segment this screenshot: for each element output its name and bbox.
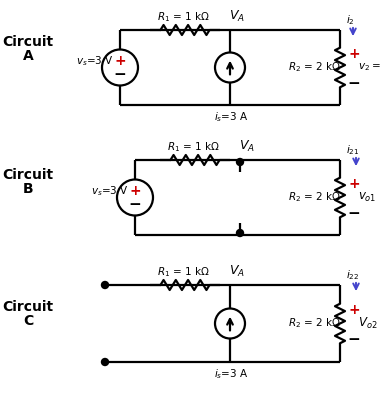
Text: $i_s$=3 A: $i_s$=3 A — [214, 110, 248, 124]
Text: $i_{22}$: $i_{22}$ — [346, 268, 359, 282]
Text: +: + — [348, 176, 360, 190]
Text: B: B — [23, 182, 33, 196]
Text: $R_1$ = 1 k$\Omega$: $R_1$ = 1 k$\Omega$ — [157, 10, 210, 24]
Text: $i_{21}$: $i_{21}$ — [346, 143, 360, 157]
Text: −: − — [347, 76, 360, 91]
Circle shape — [237, 230, 243, 236]
Text: −: − — [114, 67, 126, 82]
Circle shape — [101, 282, 109, 288]
Text: $R_2$ = 2 k$\Omega$: $R_2$ = 2 k$\Omega$ — [288, 61, 340, 74]
Text: Circuit: Circuit — [2, 300, 54, 314]
Text: $v_s$=3 V: $v_s$=3 V — [91, 185, 129, 198]
Text: C: C — [23, 314, 33, 328]
Text: A: A — [22, 49, 34, 63]
Text: +: + — [348, 46, 360, 60]
Text: $i_2$: $i_2$ — [346, 13, 355, 27]
Text: $V_A$: $V_A$ — [229, 264, 245, 278]
Text: $i_s$=3 A: $i_s$=3 A — [214, 367, 248, 381]
Text: −: − — [347, 332, 360, 347]
Text: +: + — [129, 184, 141, 198]
Circle shape — [237, 158, 243, 166]
Circle shape — [215, 308, 245, 338]
Text: $V_{o2}$: $V_{o2}$ — [358, 316, 378, 331]
Text: $R_2$ = 2 k$\Omega$: $R_2$ = 2 k$\Omega$ — [288, 190, 340, 204]
Text: $v_2 = v_o$: $v_2 = v_o$ — [358, 62, 381, 73]
Text: Circuit: Circuit — [2, 168, 54, 182]
Text: +: + — [114, 54, 126, 68]
Circle shape — [102, 50, 138, 86]
Text: $v_s$=3 V: $v_s$=3 V — [76, 55, 114, 68]
Text: −: − — [347, 206, 360, 221]
Text: $V_A$: $V_A$ — [229, 8, 245, 24]
Circle shape — [117, 180, 153, 216]
Text: $V_A$: $V_A$ — [239, 138, 255, 154]
Circle shape — [101, 358, 109, 366]
Text: $v_{o1}$: $v_{o1}$ — [358, 191, 376, 204]
Text: −: − — [129, 197, 141, 212]
Circle shape — [215, 52, 245, 82]
Text: $R_1$ = 1 k$\Omega$: $R_1$ = 1 k$\Omega$ — [157, 265, 210, 279]
Text: $R_1$ = 1 k$\Omega$: $R_1$ = 1 k$\Omega$ — [166, 140, 219, 154]
Text: Circuit: Circuit — [2, 35, 54, 49]
Text: $R_2$ = 2 k$\Omega$: $R_2$ = 2 k$\Omega$ — [288, 317, 340, 330]
Text: +: + — [348, 302, 360, 316]
